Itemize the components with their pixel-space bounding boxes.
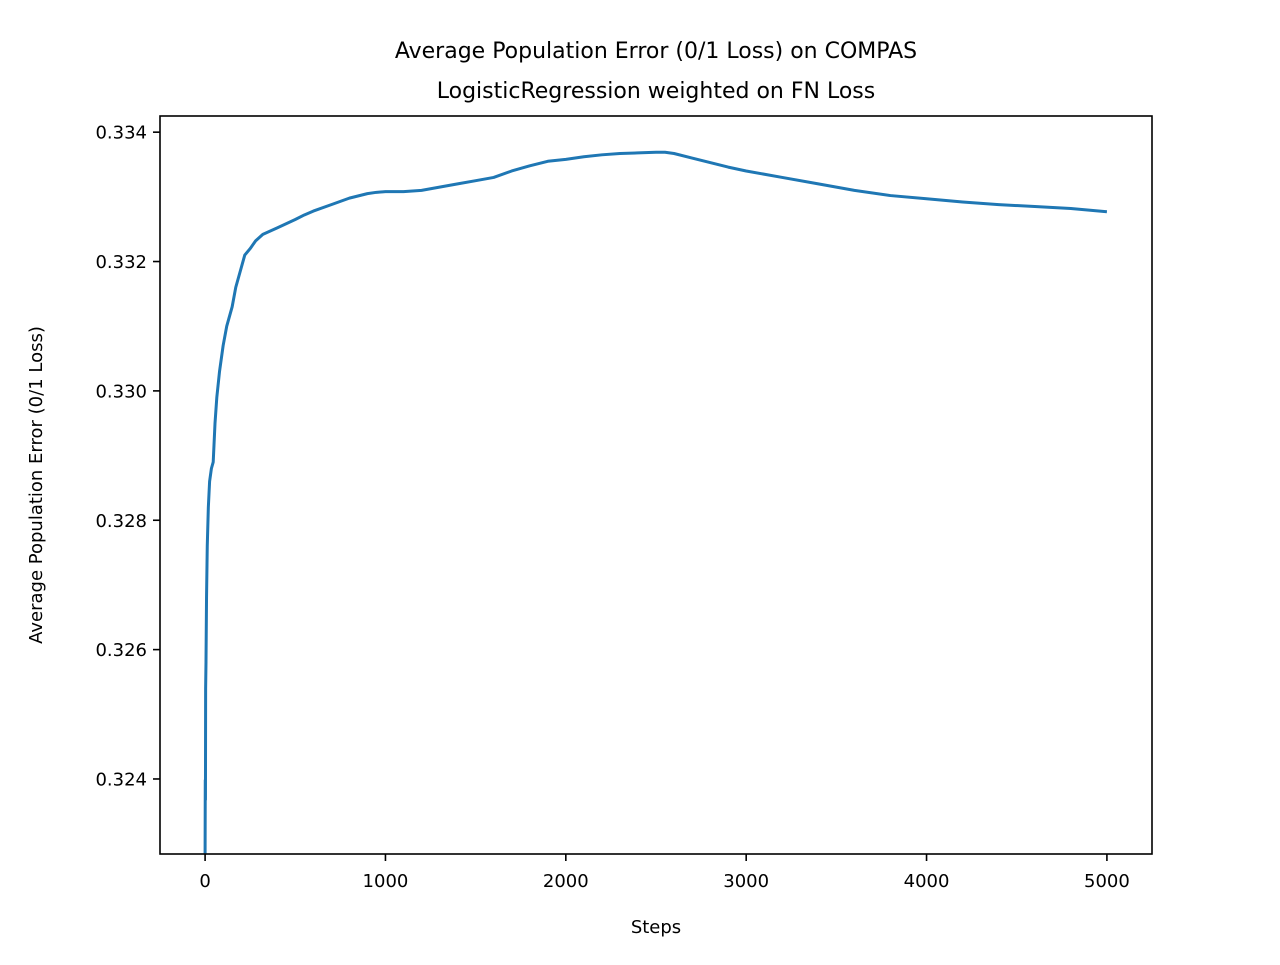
x-tick-label: 4000 — [904, 871, 950, 892]
series-line-0 — [203, 150, 1108, 854]
plot-area: 0 1000 2000 3000 4000 5000 0.324 0.326 0.328 0.33… — [95, 115, 1153, 892]
y-tick-label: 0.332 — [95, 252, 147, 273]
y-tick-label: 0.328 — [95, 511, 147, 532]
y-tick-label: 0.326 — [95, 640, 147, 661]
x-tick-label: 2000 — [543, 871, 589, 892]
x-axis-label: Steps — [631, 917, 681, 938]
x-tick-label: 1000 — [363, 871, 409, 892]
x-tick-label: 3000 — [723, 871, 769, 892]
y-tick-label: 0.324 — [95, 769, 147, 790]
x-tick-label: 0 — [199, 871, 210, 892]
y-tick-label: 0.330 — [95, 381, 147, 402]
y-tick-label: 0.334 — [95, 123, 147, 144]
plot-frame — [159, 115, 1153, 855]
y-axis-label: Average Population Error (0/1 Loss) — [26, 326, 47, 644]
x-tick-label: 5000 — [1084, 871, 1130, 892]
chart-title: Average Population Error (0/1 Loss) on C… — [395, 39, 917, 64]
chart-subtitle: LogisticRegression weighted on FN Loss — [437, 79, 875, 104]
